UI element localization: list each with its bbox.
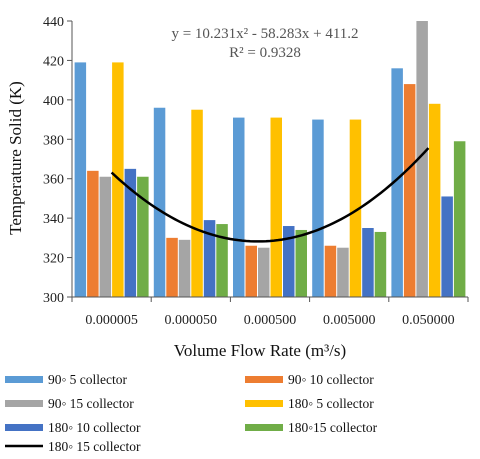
y-tick-label: 340 [43, 212, 64, 227]
bar-1-0.000005 [74, 62, 87, 298]
y-axis: 300 320 340 360 380 400 420 440 [43, 15, 73, 306]
legend-swatch [5, 376, 43, 383]
bar-4-0.005000 [349, 119, 362, 297]
x-tick-label: 0.000005 [85, 313, 138, 328]
bar-5-0.005000 [362, 228, 374, 297]
bar-3-0.050000 [416, 21, 428, 297]
bar-3-0.000500 [258, 247, 270, 297]
y-tick-label: 360 [43, 173, 64, 188]
bar-1-0.005000 [312, 119, 324, 297]
legend-swatch [245, 376, 283, 383]
bar-4-0.000050 [191, 109, 203, 298]
legend: 90◦ 5 collector 90◦ 10 collector 90◦ 15 co… [5, 372, 378, 454]
legend-label: 90◦ 5 collector [48, 372, 128, 387]
bar-5-0.000050 [203, 220, 216, 297]
bar-2-0.000500 [245, 245, 257, 297]
y-tick-label: 320 [43, 252, 64, 267]
bar-3-0.000050 [178, 239, 191, 297]
bar-1-0.050000 [391, 68, 403, 297]
bar-5-0.050000 [441, 196, 453, 297]
bar-6-0.000050 [216, 224, 228, 297]
bar-6-0.005000 [374, 231, 387, 297]
y-tick-label: 380 [43, 133, 64, 148]
bar-6-0.000005 [137, 176, 149, 297]
legend-label: 180◦15 collector [288, 420, 378, 435]
legend-label: 180◦ 10 collector [48, 420, 141, 435]
bar-3-0.005000 [337, 247, 349, 297]
y-axis-title: Temperature Solid (K) [6, 81, 25, 235]
y-tick-label: 400 [43, 94, 64, 109]
x-tick-label: 0.050000 [402, 313, 455, 328]
bar-5-0.000005 [124, 168, 137, 297]
legend-swatch [5, 400, 43, 407]
legend-label: 90◦ 15 collector [48, 396, 134, 411]
r-squared-label: R² = 0.9328 [229, 45, 301, 61]
bar-6-0.000500 [295, 229, 307, 297]
bar-2-0.050000 [403, 84, 416, 297]
bar-5-0.000500 [283, 226, 295, 297]
x-axis: 0.000005 0.000050 0.000500 0.005000 0.050000 [71, 296, 469, 328]
bar-1-0.000050 [153, 107, 166, 298]
legend-label: 180◦ 5 collector [288, 396, 374, 411]
legend-swatch [245, 400, 283, 407]
x-tick-label: 0.000050 [165, 313, 218, 328]
legend-label: 180◦ 15 collector [48, 439, 141, 454]
bar-2-0.000005 [87, 170, 99, 297]
equation-label: y = 10.231x² - 58.283x + 411.2 [171, 26, 358, 42]
bar-4-0.050000 [428, 103, 441, 297]
legend-swatch [245, 424, 283, 431]
y-tick-label: 420 [43, 54, 64, 69]
bar-4-0.000500 [270, 117, 282, 297]
bar-3-0.000005 [99, 176, 112, 297]
bar-2-0.005000 [324, 245, 337, 297]
x-tick-label: 0.000500 [244, 313, 297, 328]
plot-area [74, 21, 466, 298]
trendline [110, 147, 430, 243]
bar-6-0.050000 [453, 141, 466, 297]
bar-2-0.000050 [166, 237, 178, 297]
legend-swatch [5, 424, 43, 431]
legend-label: 90◦ 10 collector [288, 372, 374, 387]
bar-1-0.000500 [233, 117, 245, 297]
y-tick-label: 300 [43, 291, 64, 306]
y-tick-label: 440 [43, 15, 64, 30]
x-tick-label: 0.005000 [323, 313, 376, 328]
x-axis-title: Volume Flow Rate (m³/s) [174, 341, 346, 360]
